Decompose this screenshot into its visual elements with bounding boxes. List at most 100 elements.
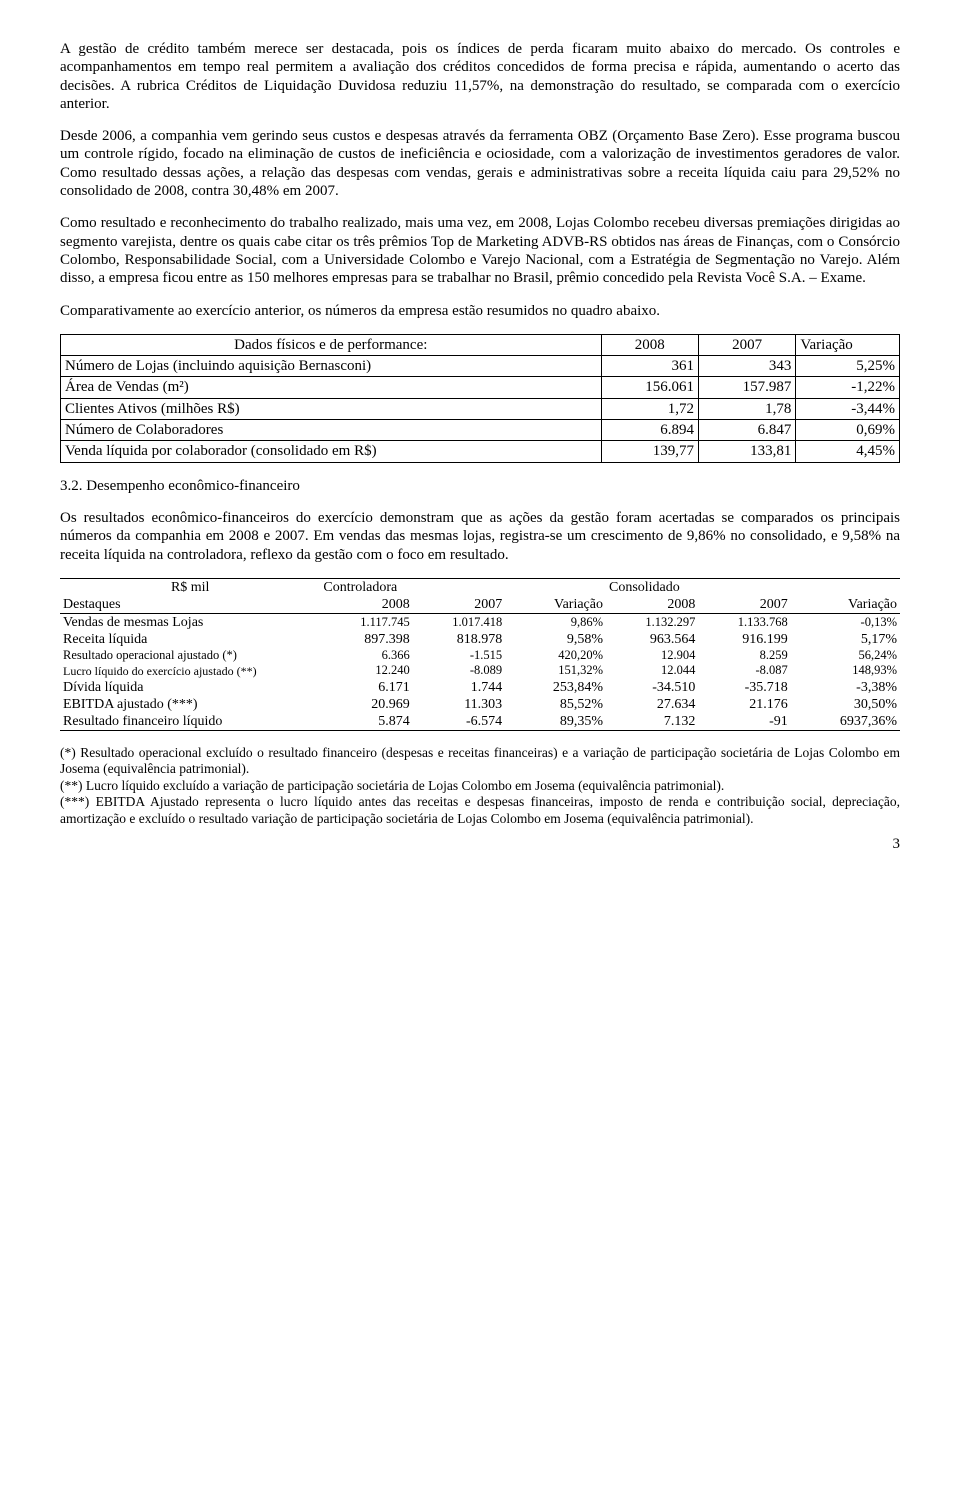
table-row: Vendas de mesmas Lojas 1.117.745 1.017.4… bbox=[60, 613, 900, 631]
cell: 0,69% bbox=[796, 420, 900, 441]
cell: 963.564 bbox=[606, 631, 698, 648]
cell: 139,77 bbox=[601, 441, 698, 462]
cell: 1,78 bbox=[698, 398, 795, 419]
header-cell: Variação bbox=[505, 596, 606, 614]
cell: 1.117.745 bbox=[320, 613, 412, 631]
cell: -8.089 bbox=[413, 663, 505, 678]
paragraph-1: A gestão de crédito também merece ser de… bbox=[60, 40, 900, 113]
paragraph-2: Desde 2006, a companhia vem gerindo seus… bbox=[60, 127, 900, 200]
cell: 1.132.297 bbox=[606, 613, 698, 631]
footnote-1: (*) Resultado operacional excluído o res… bbox=[60, 745, 900, 778]
cell: -34.510 bbox=[606, 679, 698, 696]
cell: 818.978 bbox=[413, 631, 505, 648]
header-cell: Variação bbox=[791, 596, 900, 614]
paragraph-5: Os resultados econômico-financeiros do e… bbox=[60, 509, 900, 564]
cell: -3,38% bbox=[791, 679, 900, 696]
cell: 897.398 bbox=[320, 631, 412, 648]
table-row: Número de Colaboradores 6.894 6.847 0,69… bbox=[61, 420, 900, 441]
cell: 12.044 bbox=[606, 663, 698, 678]
cell: Vendas de mesmas Lojas bbox=[60, 613, 320, 631]
table-row: Resultado financeiro líquido 5.874 -6.57… bbox=[60, 713, 900, 731]
performance-table: Dados físicos e de performance: 2008 200… bbox=[60, 334, 900, 463]
cell: 11.303 bbox=[413, 696, 505, 713]
table-row: Número de Lojas (incluindo aquisição Ber… bbox=[61, 356, 900, 377]
cell: Controladora bbox=[320, 578, 606, 596]
header-cell: Variação bbox=[796, 334, 900, 355]
cell: 9,86% bbox=[505, 613, 606, 631]
cell: -35.718 bbox=[698, 679, 790, 696]
cell: -8.087 bbox=[698, 663, 790, 678]
header-cell: 2007 bbox=[698, 596, 790, 614]
cell: 1.017.418 bbox=[413, 613, 505, 631]
cell: 253,84% bbox=[505, 679, 606, 696]
cell: EBITDA ajustado (***) bbox=[60, 696, 320, 713]
cell: 6.366 bbox=[320, 648, 412, 663]
table-row: Destaques 2008 2007 Variação 2008 2007 V… bbox=[60, 596, 900, 614]
cell: 6.847 bbox=[698, 420, 795, 441]
cell: 157.987 bbox=[698, 377, 795, 398]
table-row: Dívida líquida 6.171 1.744 253,84% -34.5… bbox=[60, 679, 900, 696]
table-row: Venda líquida por colaborador (consolida… bbox=[61, 441, 900, 462]
cell: 12.904 bbox=[606, 648, 698, 663]
cell: 8.259 bbox=[698, 648, 790, 663]
cell: 21.176 bbox=[698, 696, 790, 713]
table-row: Clientes Ativos (milhões R$) 1,72 1,78 -… bbox=[61, 398, 900, 419]
cell: 361 bbox=[601, 356, 698, 377]
cell: Dívida líquida bbox=[60, 679, 320, 696]
table-row: Resultado operacional ajustado (*) 6.366… bbox=[60, 648, 900, 663]
cell: 20.969 bbox=[320, 696, 412, 713]
cell: 343 bbox=[698, 356, 795, 377]
cell: 9,58% bbox=[505, 631, 606, 648]
cell: Clientes Ativos (milhões R$) bbox=[61, 398, 602, 419]
cell: 148,93% bbox=[791, 663, 900, 678]
cell: 12.240 bbox=[320, 663, 412, 678]
cell: 56,24% bbox=[791, 648, 900, 663]
cell: Número de Colaboradores bbox=[61, 420, 602, 441]
cell: Consolidado bbox=[606, 578, 900, 596]
header-cell: 2008 bbox=[601, 334, 698, 355]
footnotes: (*) Resultado operacional excluído o res… bbox=[60, 745, 900, 827]
table-row: EBITDA ajustado (***) 20.969 11.303 85,5… bbox=[60, 696, 900, 713]
cell: Resultado operacional ajustado (*) bbox=[60, 648, 320, 663]
cell: R$ mil bbox=[60, 578, 320, 596]
page-number: 3 bbox=[60, 835, 900, 853]
cell: Venda líquida por colaborador (consolida… bbox=[61, 441, 602, 462]
cell: 5,17% bbox=[791, 631, 900, 648]
header-cell: 2007 bbox=[413, 596, 505, 614]
cell: 6.171 bbox=[320, 679, 412, 696]
cell: 916.199 bbox=[698, 631, 790, 648]
cell: 156.061 bbox=[601, 377, 698, 398]
header-cell: Dados físicos e de performance: bbox=[61, 334, 602, 355]
footnote-3: (***) EBITDA Ajustado representa o lucro… bbox=[60, 794, 900, 827]
cell: Número de Lojas (incluindo aquisição Ber… bbox=[61, 356, 602, 377]
table-row: Lucro líquido do exercício ajustado (**)… bbox=[60, 663, 900, 678]
cell: 133,81 bbox=[698, 441, 795, 462]
cell: 85,52% bbox=[505, 696, 606, 713]
table-row: Dados físicos e de performance: 2008 200… bbox=[61, 334, 900, 355]
financial-table: R$ mil Controladora Consolidado Destaque… bbox=[60, 578, 900, 731]
cell: 6937,36% bbox=[791, 713, 900, 731]
cell: -1,22% bbox=[796, 377, 900, 398]
cell: 1,72 bbox=[601, 398, 698, 419]
table-row: Área de Vendas (m²) 156.061 157.987 -1,2… bbox=[61, 377, 900, 398]
table-row: R$ mil Controladora Consolidado bbox=[60, 578, 900, 596]
cell: 5,25% bbox=[796, 356, 900, 377]
header-cell: 2008 bbox=[320, 596, 412, 614]
paragraph-4: Comparativamente ao exercício anterior, … bbox=[60, 302, 900, 320]
cell: Receita líquida bbox=[60, 631, 320, 648]
cell: 1.133.768 bbox=[698, 613, 790, 631]
cell: 5.874 bbox=[320, 713, 412, 731]
cell: -0,13% bbox=[791, 613, 900, 631]
cell: Resultado financeiro líquido bbox=[60, 713, 320, 731]
footnote-2: (**) Lucro líquido excluído a variação d… bbox=[60, 778, 900, 794]
header-cell: 2007 bbox=[698, 334, 795, 355]
header-cell: Destaques bbox=[60, 596, 320, 614]
cell: Lucro líquido do exercício ajustado (**) bbox=[60, 663, 320, 678]
cell: 420,20% bbox=[505, 648, 606, 663]
cell: 4,45% bbox=[796, 441, 900, 462]
cell: 151,32% bbox=[505, 663, 606, 678]
section-heading: 3.2. Desempenho econômico-financeiro bbox=[60, 477, 900, 495]
cell: -6.574 bbox=[413, 713, 505, 731]
header-cell: 2008 bbox=[606, 596, 698, 614]
cell: Área de Vendas (m²) bbox=[61, 377, 602, 398]
